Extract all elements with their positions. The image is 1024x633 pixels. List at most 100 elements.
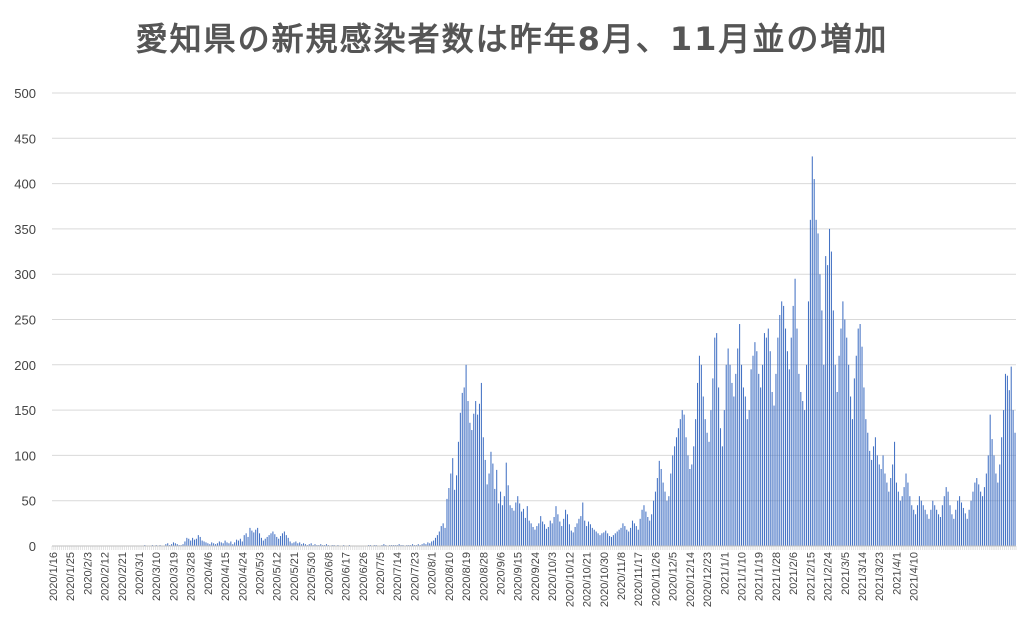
bar [543,524,546,546]
bar [645,511,647,546]
bar [463,387,465,546]
x-tick-label: 2020/8/28 [478,552,490,601]
bar [589,524,591,546]
bar [832,310,834,546]
bar [681,410,683,546]
bar [989,414,991,546]
bar [809,219,811,546]
x-tick-label: 2020/4/6 [203,552,215,595]
bar [664,491,666,546]
bar [957,500,959,546]
bar [653,500,655,546]
x-tick-label: 2020/10/3 [547,552,559,601]
bar [951,514,953,546]
bar [955,509,957,546]
bar [932,500,934,546]
x-tick-label: 2021/1/19 [754,552,766,601]
bar [666,500,668,546]
bar [888,491,890,546]
chart-title: 愛知県の新規感染者数は昨年8月、11月並の増加 [135,20,889,58]
bar [731,382,733,546]
bar [735,373,737,546]
bar [748,410,750,546]
bar [959,496,961,546]
bar [188,538,190,546]
x-tick-label: 2020/10/30 [599,552,611,607]
bar [199,536,201,546]
bar [811,156,813,547]
bar [876,455,878,546]
bar [538,523,540,546]
bar [777,337,779,546]
bar [467,401,469,546]
bar [591,527,593,546]
bar [184,541,186,546]
bar [436,535,438,546]
bar [999,464,1001,546]
bar [171,544,173,546]
bar [911,505,913,546]
bar [174,543,176,546]
bar [964,513,966,546]
bar [503,496,505,546]
bar [574,526,576,546]
bar [576,523,578,546]
bar [438,531,440,546]
x-tick-label: 2020/7/14 [392,552,404,601]
bar [976,478,978,546]
y-tick-label: 450 [14,131,36,146]
bar [434,537,437,546]
x-tick-label: 2020/5/12 [272,552,284,601]
bar [507,485,509,546]
bar [528,520,530,546]
x-tick-label: 2020/11/8 [616,552,628,600]
bar [620,527,622,546]
bar [698,355,700,546]
bar [308,544,310,546]
bar [257,527,259,546]
bar [861,346,863,546]
bar [446,498,448,546]
bar [230,541,232,546]
bar [892,464,894,546]
bar [991,439,993,546]
bar [549,520,551,546]
bar [850,396,852,546]
bar [228,543,230,546]
bar [718,387,720,546]
bar [295,541,297,546]
bar [930,509,932,546]
bar [949,505,951,546]
x-tick-label: 2020/11/17 [633,552,645,606]
bar [488,473,490,546]
bar [689,468,691,546]
bar [719,428,722,546]
bar [299,542,301,546]
x-tick-label: 2020/7/23 [409,552,421,601]
bar [475,401,477,546]
bar [693,446,695,546]
bar [643,505,645,546]
bar [936,509,938,546]
bar [283,531,285,546]
bar [865,419,867,546]
bar [490,451,492,546]
bar [465,364,467,546]
bar [192,537,194,546]
bar [193,539,196,546]
bar [1006,375,1008,546]
bar [769,351,771,546]
bar [985,473,987,546]
bar [478,403,481,546]
bar [679,419,681,546]
y-tick-label: 300 [14,267,36,282]
bar [302,543,305,546]
bars [144,156,1016,547]
y-tick-label: 350 [14,222,36,237]
bar [186,537,188,546]
bar [960,502,963,546]
bar [1008,390,1010,546]
bar [660,468,662,546]
bar [260,537,262,546]
